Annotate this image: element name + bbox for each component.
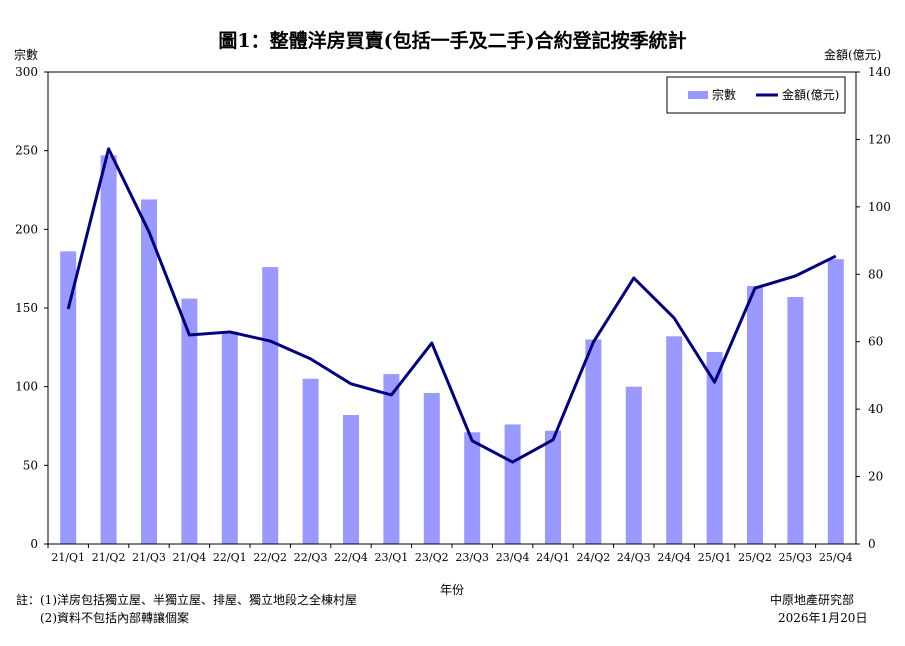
- x-tick-label: 25/Q3: [779, 551, 813, 564]
- y2-tick-label: 60: [868, 335, 883, 349]
- x-tick-label: 21/Q3: [132, 551, 166, 564]
- x-tick-label: 23/Q2: [415, 551, 449, 564]
- x-tick-label: 22/Q3: [294, 551, 328, 564]
- y2-tick-label: 20: [868, 470, 883, 484]
- x-tick-label: 21/Q1: [51, 551, 85, 564]
- y-tick-label: 150: [15, 301, 38, 315]
- y-tick-label: 0: [30, 537, 38, 551]
- y-tick-label: 200: [15, 222, 38, 236]
- bar: [181, 298, 198, 544]
- y-tick-label: 100: [15, 380, 38, 394]
- legend-bar-swatch: [688, 91, 708, 99]
- bar: [141, 199, 157, 544]
- y2-tick-label: 140: [868, 65, 891, 79]
- bar: [625, 386, 642, 544]
- y-tick-label: 300: [15, 65, 38, 79]
- x-tick-label: 22/Q2: [253, 551, 287, 564]
- y2-tick-label: 100: [868, 200, 891, 214]
- x-tick-label: 21/Q4: [173, 551, 207, 564]
- x-tick-label: 24/Q3: [617, 551, 651, 564]
- x-tick-label: 23/Q3: [455, 551, 489, 564]
- x-tick-label: 23/Q4: [496, 551, 530, 564]
- note-2: (2)資料不包括內部轉讓個案: [40, 611, 189, 625]
- chart-title: 圖1：整體洋房買賣(包括一手及二手)合約登記按季統計: [218, 30, 687, 52]
- bar: [383, 374, 400, 544]
- source-date: 2026年1月20日: [778, 611, 868, 625]
- x-tick-label: 25/Q1: [698, 551, 732, 564]
- y2-axis-label: 金額(億元): [824, 48, 882, 62]
- bar: [302, 378, 319, 544]
- x-axis-label: 年份: [440, 583, 465, 597]
- bar: [423, 392, 440, 544]
- y2-tick-label: 40: [868, 402, 883, 416]
- bar: [827, 259, 844, 544]
- x-tick-label: 21/Q2: [92, 551, 126, 564]
- legend-bar-label: 宗數: [712, 87, 736, 102]
- y-tick-label: 50: [23, 458, 38, 472]
- x-tick-label: 22/Q4: [334, 551, 368, 564]
- x-tick-label: 24/Q2: [577, 551, 611, 564]
- bar: [747, 285, 763, 544]
- bar: [262, 267, 279, 544]
- bar: [221, 331, 238, 544]
- bar: [585, 339, 602, 544]
- source-org: 中原地產研究部: [770, 593, 855, 607]
- y2-tick-label: 120: [868, 132, 891, 146]
- legend-line-label: 金額(億元): [782, 87, 839, 102]
- bar: [787, 296, 804, 544]
- bar: [504, 424, 521, 544]
- bar: [706, 352, 723, 544]
- y-axis-label: 宗數: [14, 48, 39, 62]
- y2-tick-label: 80: [868, 267, 883, 281]
- plot-frame: [47, 71, 857, 545]
- bar: [666, 336, 683, 544]
- bar: [343, 414, 359, 544]
- x-tick-label: 24/Q1: [536, 551, 570, 564]
- note-1: 註：(1)洋房包括獨立屋、半獨立屋、排屋、獨立地段之全棟村屋: [16, 593, 358, 607]
- x-tick-label: 24/Q4: [657, 551, 691, 564]
- bar: [545, 430, 561, 544]
- x-tick-label: 25/Q4: [819, 551, 853, 564]
- line-series: [66, 147, 837, 464]
- bar: [100, 155, 117, 545]
- x-tick-label: 22/Q1: [213, 551, 247, 564]
- y2-tick-label: 0: [868, 537, 876, 551]
- y-tick-label: 250: [15, 144, 38, 158]
- bar: [60, 251, 77, 545]
- bar: [464, 432, 481, 544]
- x-tick-label: 23/Q1: [375, 551, 409, 564]
- x-tick-label: 25/Q2: [738, 551, 772, 564]
